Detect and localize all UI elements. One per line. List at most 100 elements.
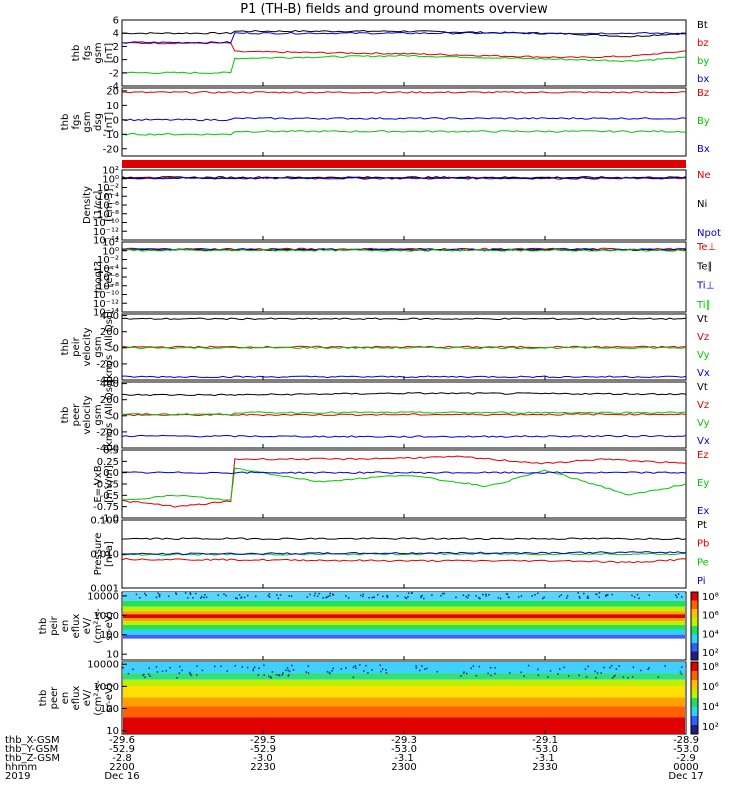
p7-ylabel-1: [mV/m] <box>104 465 115 503</box>
s2-speckle <box>148 667 150 669</box>
s1-speckle <box>189 593 192 596</box>
s1-speckle <box>485 593 487 596</box>
p6-legend-3: Vx <box>697 436 710 447</box>
s1-speckle <box>488 594 490 596</box>
p2-frame <box>121 87 687 157</box>
s1-speckle <box>238 594 241 596</box>
p1-ylabel-2: gsm <box>93 42 104 63</box>
p7-ytick-label: -0.75 <box>93 502 119 513</box>
time-axis-value: -53.0 <box>673 744 699 755</box>
p4-legend-2: Ti⊥ <box>696 281 714 292</box>
p6-series-3 <box>121 434 687 438</box>
p7-frame <box>121 449 687 519</box>
time-axis-value: -29.5 <box>250 735 276 746</box>
p6-ytick-label: 0 <box>113 411 119 422</box>
s2-colorbar: 10⁸ 10⁶ 10⁴ 10² <box>690 661 719 735</box>
p1-ytick-label: 4 <box>113 29 119 40</box>
s1-speckle <box>359 594 362 597</box>
time-axis-label-0: thb_X-GSM <box>5 735 60 746</box>
s2-speckle <box>284 669 287 671</box>
red-orbit-bar <box>122 160 686 168</box>
p5-series-0 <box>121 317 687 321</box>
time-axis-value: -29.1 <box>532 735 558 746</box>
p1-legend-3: bx <box>697 74 709 85</box>
s1-speckle <box>420 596 422 599</box>
s2-speckle <box>475 674 478 677</box>
s1-speckle <box>586 597 589 599</box>
s2-speckle <box>609 666 611 669</box>
s1-speckle <box>396 595 399 597</box>
s2-speckle <box>326 671 329 673</box>
s2-speckle <box>354 665 356 667</box>
s1-speckle <box>276 594 278 596</box>
p5-ytick-label: 0 <box>113 343 119 354</box>
s1-speckle <box>268 593 271 595</box>
s2-speckle <box>470 667 473 670</box>
s2-speckle <box>610 664 613 667</box>
s1-speckle <box>175 592 177 594</box>
s1-speckle <box>441 592 444 595</box>
s1-speckle <box>192 597 194 599</box>
s2-speckle <box>385 672 388 674</box>
s2-speckle <box>557 673 559 675</box>
s2-speckle <box>226 670 229 672</box>
s2-ylabel-0: thb <box>38 690 49 707</box>
s1-colorbar-segment <box>691 651 698 661</box>
s1-colorbar-frame <box>690 591 699 661</box>
s2-speckle <box>490 674 492 677</box>
s1-speckle <box>440 594 442 597</box>
s1-speckle <box>200 595 203 598</box>
s1-speckle <box>466 596 469 599</box>
s1-speckle <box>577 592 579 594</box>
s1-speckle <box>135 593 138 596</box>
s1-speckle <box>675 594 677 597</box>
p3-ylabel-0: Density <box>82 186 93 224</box>
s1-speckle <box>586 595 589 598</box>
time-axis-value: 2230 <box>250 762 275 773</box>
s1-colorbar-segment <box>691 634 698 644</box>
s2-speckle <box>436 670 438 673</box>
s2-speckle <box>196 665 198 667</box>
time-axis-value: -3.1 <box>535 753 555 764</box>
s1-speckle <box>371 596 373 599</box>
s2-speckle <box>149 675 151 678</box>
p6-ytick-label: 400 <box>100 379 119 390</box>
s2-colorbar-segment <box>691 716 698 726</box>
s2-speckle <box>584 668 587 671</box>
p2-ylabel-0: thb <box>60 114 71 131</box>
s1-speckle <box>316 595 319 597</box>
s1-speckle <box>288 595 290 597</box>
time-axis-value: 2300 <box>391 762 416 773</box>
s2-speckle <box>603 666 605 669</box>
p7-ytick-label: -0.5 <box>99 491 119 502</box>
s2-speckle <box>415 665 417 667</box>
s1-speckle <box>611 593 613 596</box>
p4-frame <box>121 241 687 313</box>
s2-speckle <box>142 674 144 677</box>
s2-speckle <box>352 676 355 679</box>
p7-series-2 <box>121 471 687 475</box>
s2-speckle <box>122 666 124 669</box>
s2-speckle <box>680 666 683 668</box>
s1-band <box>123 606 685 612</box>
s2-colorbar-tick: 10² <box>702 722 719 733</box>
s2-speckle <box>647 668 649 670</box>
p6-ylabel-3: gsm <box>93 404 104 425</box>
s2-speckle <box>328 671 331 674</box>
s1-speckle <box>386 596 389 599</box>
s1-colorbar-segment <box>691 626 698 635</box>
s2-speckle <box>487 672 489 675</box>
time-axis-value: -29.6 <box>109 735 135 746</box>
s1-colorbar-segment <box>691 643 698 652</box>
s1-colorbar: 10⁸ 10⁶ 10⁴ 10² <box>690 591 719 661</box>
s2-speckle <box>537 674 540 676</box>
p2-series-0 <box>122 91 687 94</box>
p5-legend-1: Vz <box>697 332 709 343</box>
s1-colorbar-segment <box>691 600 698 610</box>
s2-colorbar-segment <box>691 689 698 699</box>
p4-legend-1: Te∥ <box>696 261 713 272</box>
s1-speckle <box>322 597 324 599</box>
p3-frame <box>121 169 687 241</box>
s2-speckle <box>147 673 150 676</box>
